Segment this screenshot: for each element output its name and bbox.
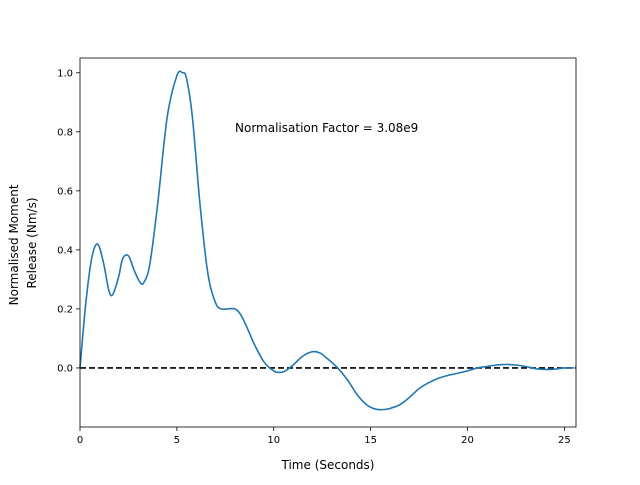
x-tick-label: 15: [364, 435, 377, 446]
x-axis-title: Time (Seconds): [281, 458, 375, 472]
x-tick-label: 10: [267, 435, 280, 446]
plot-frame: [79, 57, 577, 428]
y-tick-label: 0.0: [57, 363, 73, 374]
y-tick-label: 0.8: [57, 127, 73, 138]
series-layer: [79, 70, 575, 411]
y-tick-label: 0.4: [57, 245, 73, 256]
y-tick-label: 0.2: [57, 304, 73, 315]
annotation-text: Normalisation Factor = 3.08e9: [235, 121, 418, 135]
y-axis-title-line-2: Release (Nm/s): [25, 197, 39, 288]
y-axis-title-line-1: Normalised Moment: [7, 184, 21, 305]
y-axis-title: Normalised Moment Release (Nm/s): [7, 181, 39, 306]
y-tick-label: 0.6: [57, 186, 73, 197]
x-tick-label: 0: [77, 435, 83, 446]
series-line-0: [79, 70, 575, 411]
x-tick-label: 5: [174, 435, 180, 446]
x-tick-label: 25: [558, 435, 571, 446]
x-tick-label: 20: [461, 435, 474, 446]
ticks-layer: 0 5 10 15 20 25 0.0 0.2 0.4 0.6 0.8 1.0: [57, 68, 571, 446]
y-tick-label: 1.0: [57, 68, 73, 79]
